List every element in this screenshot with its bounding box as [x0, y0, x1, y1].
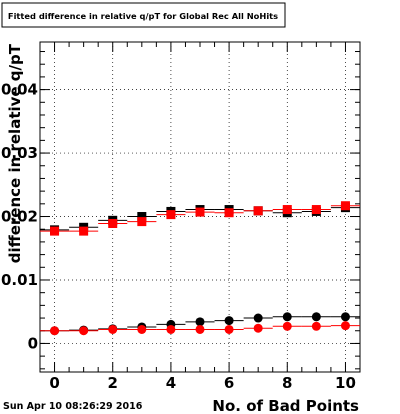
tick-labels: 0 2 4 6 8 10 0 0.01 0.02 0.03 0.04 — [1, 81, 356, 392]
data-point-square — [137, 217, 147, 227]
data-point-square — [253, 206, 263, 216]
x-tick-label: 4 — [166, 374, 176, 392]
y-tick-label: 0.01 — [1, 271, 38, 289]
data-point-circle — [195, 317, 205, 327]
data-point-circle — [79, 326, 89, 336]
data-point-square — [195, 207, 205, 217]
series-1 — [40, 201, 360, 236]
data-point-circle — [340, 321, 350, 331]
x-tick-label: 0 — [49, 374, 59, 392]
x-tick-label: 10 — [335, 374, 356, 392]
data-point-square — [166, 210, 176, 220]
data-point-square — [224, 208, 234, 218]
data-point-circle — [50, 326, 60, 336]
x-axis-title: No. of Bad Points — [212, 397, 359, 414]
data-point-circle — [195, 324, 205, 334]
title-box: Fitted difference in relative q/pT for G… — [1, 2, 286, 28]
data-point-square — [50, 226, 60, 236]
data-point-circle — [108, 324, 118, 334]
data-point-circle — [311, 312, 321, 322]
y-axis-title: difference in relative q/pT — [6, 43, 24, 263]
y-tick-label: 0.02 — [1, 208, 38, 226]
x-tick-label: 6 — [224, 374, 234, 392]
data-point-square — [340, 201, 350, 211]
y-tick-label: 0 — [28, 334, 38, 352]
data-point-circle — [282, 312, 292, 322]
x-tick-label: 8 — [282, 374, 292, 392]
x-tick-label: 2 — [108, 374, 118, 392]
data-point-square — [79, 226, 89, 236]
data-point-circle — [340, 312, 350, 322]
data-point-square — [311, 205, 321, 215]
data-point-square — [137, 212, 147, 222]
data-point-circle — [137, 324, 147, 334]
series-3 — [40, 321, 360, 336]
data-point-circle — [166, 324, 176, 334]
y-tick-label: 0.04 — [1, 81, 38, 99]
data-series — [40, 201, 360, 336]
data-point-square — [108, 219, 118, 228]
data-point-square — [282, 205, 292, 215]
axis-ticks — [40, 42, 361, 372]
data-point-circle — [311, 321, 321, 331]
data-point-circle — [224, 316, 234, 326]
data-point-circle — [253, 323, 263, 333]
timestamp: Sun Apr 10 08:26:29 2016 — [3, 401, 143, 412]
y-tick-label: 0.03 — [1, 144, 38, 162]
chart-title: Fitted difference in relative q/pT for G… — [8, 11, 278, 21]
data-point-circle — [282, 321, 292, 331]
data-point-circle — [253, 313, 263, 323]
data-point-circle — [224, 324, 234, 334]
